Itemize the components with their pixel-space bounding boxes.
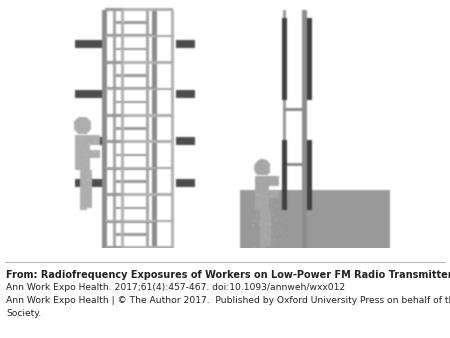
Text: From: Radiofrequency Exposures of Workers on Low-Power FM Radio Transmitters: From: Radiofrequency Exposures of Worker… <box>6 270 450 280</box>
Text: Ann Work Expo Health | © The Author 2017.  Published by Oxford University Press : Ann Work Expo Health | © The Author 2017… <box>6 296 450 305</box>
Text: Society.: Society. <box>6 309 41 318</box>
Text: Ann Work Expo Health. 2017;61(4):457-467. doi:10.1093/annweh/wxx012: Ann Work Expo Health. 2017;61(4):457-467… <box>6 283 345 292</box>
